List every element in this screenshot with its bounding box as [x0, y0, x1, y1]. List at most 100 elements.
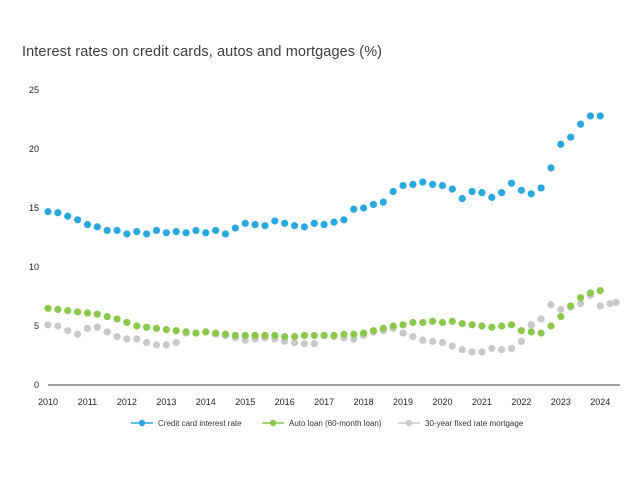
series-1-point: [596, 112, 604, 120]
series-2-point: [438, 318, 447, 327]
series-1-point: [162, 229, 170, 237]
series-1-point: [438, 181, 447, 190]
series-1-point: [143, 230, 151, 238]
series-2-point: [488, 323, 496, 331]
series-3-point: [290, 338, 299, 347]
series-3-point: [448, 342, 456, 350]
x-tick-label: 2021: [472, 397, 492, 407]
x-tick-label: 2013: [156, 397, 176, 407]
series-2-point: [596, 287, 604, 295]
series-2-point: [507, 321, 516, 329]
legend-swatch-marker: [405, 419, 413, 427]
series-1-point: [212, 226, 220, 235]
series-2-point: [54, 305, 62, 314]
y-tick-label: 25: [29, 85, 39, 95]
series-2-point: [478, 322, 486, 330]
series-2-point: [103, 312, 111, 321]
series-3-point: [409, 333, 417, 341]
series-1-point: [300, 223, 309, 231]
series-1-point: [64, 212, 72, 220]
series-2-point: [527, 328, 535, 336]
series-1-point: [73, 216, 82, 224]
series-3-point: [478, 348, 486, 356]
x-tick-label: 2024: [590, 397, 610, 407]
series-2-point: [281, 333, 289, 341]
series-1-point: [488, 193, 496, 201]
series-1-point: [498, 189, 506, 197]
series-2: [44, 287, 604, 341]
series-1-point: [93, 223, 101, 231]
series-3-point: [172, 338, 180, 347]
series-layer: [44, 112, 620, 356]
series-3-point: [162, 341, 170, 349]
series-1-point: [83, 220, 92, 229]
series-1-point: [567, 133, 575, 141]
series-2-point: [330, 331, 338, 340]
series-1-point: [231, 224, 239, 232]
series-1-point: [113, 226, 121, 235]
x-tick-label: 2019: [393, 397, 413, 407]
series-2-point: [498, 322, 506, 330]
series-1-point: [379, 198, 387, 206]
series-1-point: [350, 205, 358, 213]
series-2-point: [202, 328, 210, 336]
series-1-point: [576, 120, 585, 128]
series-3-point: [310, 340, 318, 348]
series-1-point: [54, 209, 62, 217]
series-1-point: [290, 222, 299, 230]
series-1-point: [478, 189, 486, 197]
chart-title: Interest rates on credit cards, autos an…: [22, 44, 383, 60]
series-1: [44, 112, 604, 238]
series-1-point: [172, 228, 180, 236]
series-1-point: [330, 218, 338, 226]
series-2-point: [162, 325, 170, 334]
x-tick-label: 2016: [275, 397, 295, 407]
series-3-point: [83, 324, 92, 332]
series-3-point: [429, 337, 437, 345]
series-2-point: [83, 309, 92, 317]
series-1-point: [261, 222, 269, 230]
series-3-point: [438, 338, 447, 347]
series-1-point: [586, 112, 595, 120]
y-tick-label: 20: [29, 144, 39, 154]
series-3-point: [527, 321, 535, 329]
legend-swatch-marker: [138, 419, 146, 427]
series-1-point: [399, 181, 407, 190]
series-2-point: [192, 329, 200, 337]
series-1-point: [557, 140, 565, 148]
series-3-point: [468, 348, 476, 356]
x-tick-label: 2017: [314, 397, 334, 407]
series-3: [44, 291, 620, 356]
series-1-point: [409, 180, 417, 188]
series-2-point: [271, 331, 279, 340]
series-1-point: [359, 204, 368, 212]
series-2-point: [517, 327, 525, 335]
series-1-point: [458, 194, 466, 203]
series-2-point: [567, 302, 575, 310]
series-2-point: [350, 330, 358, 338]
series-3-point: [103, 328, 111, 336]
series-3-point: [113, 333, 121, 341]
series-3-point: [576, 299, 585, 308]
series-1-point: [419, 178, 427, 186]
series-2-point: [221, 330, 230, 338]
series-2-point: [419, 318, 427, 327]
series-2-point: [93, 310, 101, 318]
series-2-point: [586, 289, 595, 297]
series-1-point: [251, 220, 259, 229]
series-3-point: [152, 341, 161, 349]
series-2-point: [389, 322, 397, 330]
x-tick-label: 2014: [196, 397, 216, 407]
series-2-point: [399, 321, 407, 329]
series-1-point: [182, 229, 190, 237]
series-3-point: [612, 298, 620, 306]
series-2-point: [468, 321, 476, 329]
x-tick-label: 2011: [78, 397, 97, 407]
series-2-point: [448, 317, 456, 325]
series-1-point: [468, 187, 476, 196]
series-2-point: [261, 331, 269, 340]
series-3-point: [133, 335, 141, 343]
series-3-point: [606, 299, 614, 308]
series-2-point: [231, 331, 239, 340]
